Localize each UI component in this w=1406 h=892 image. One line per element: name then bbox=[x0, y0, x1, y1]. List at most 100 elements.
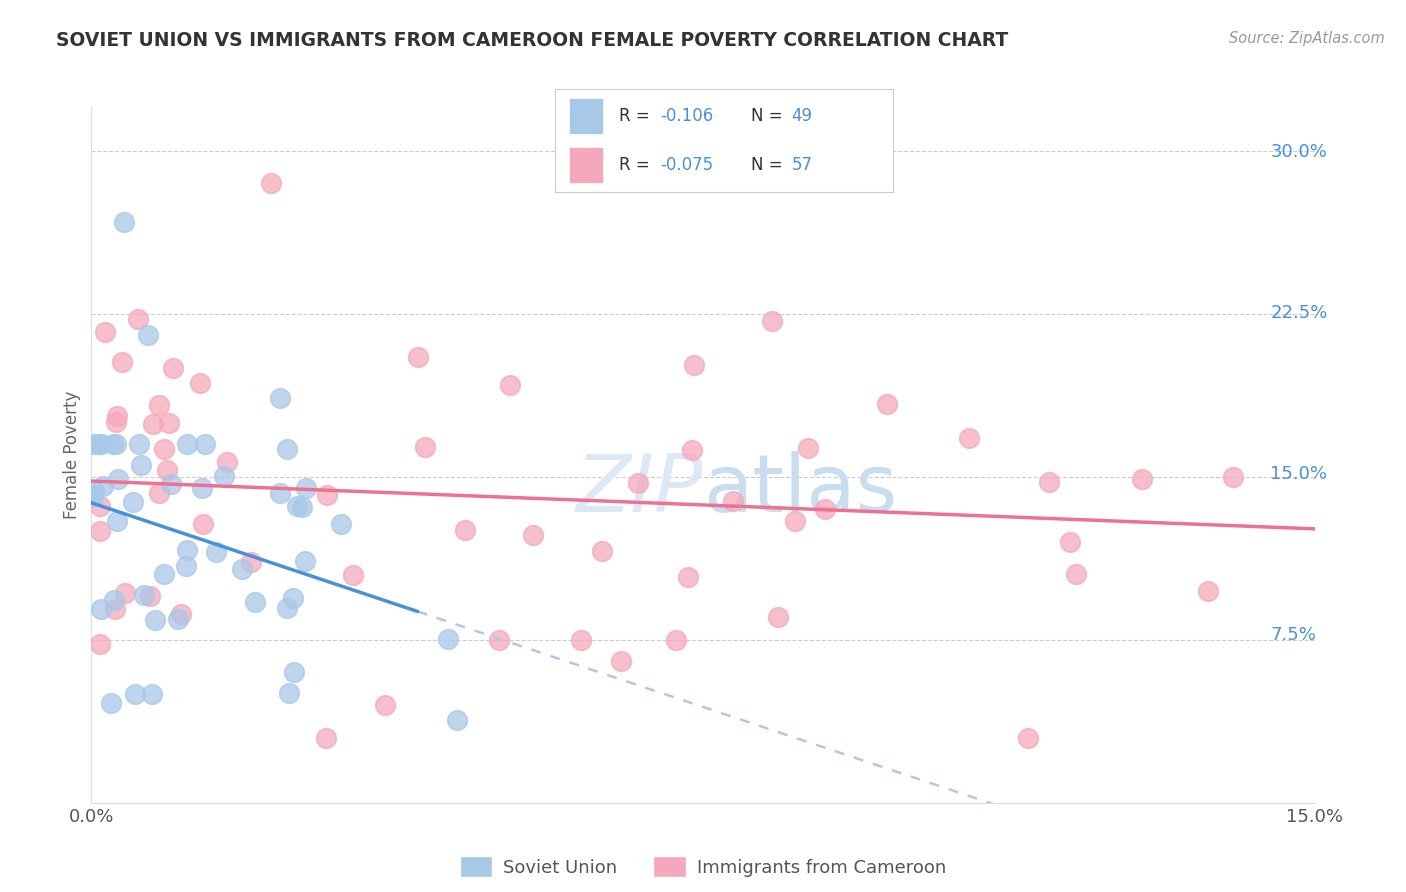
Point bbox=[221, 606, 243, 620]
Point bbox=[166, 479, 188, 493]
Point bbox=[461, 436, 484, 450]
Point bbox=[202, 680, 225, 694]
Point bbox=[207, 433, 229, 447]
Text: N =: N = bbox=[751, 107, 787, 126]
Point bbox=[194, 214, 217, 228]
Point bbox=[803, 436, 825, 450]
Point bbox=[873, 393, 896, 408]
Point bbox=[426, 690, 449, 705]
Point bbox=[387, 511, 409, 525]
Point bbox=[770, 310, 793, 325]
Point bbox=[166, 433, 188, 447]
Point bbox=[276, 539, 298, 553]
Point bbox=[339, 595, 361, 609]
Point bbox=[187, 508, 209, 523]
Point bbox=[173, 595, 195, 609]
Point bbox=[1018, 470, 1040, 484]
Point bbox=[374, 723, 396, 737]
Text: Source: ZipAtlas.com: Source: ZipAtlas.com bbox=[1229, 31, 1385, 46]
Point bbox=[172, 433, 194, 447]
Point bbox=[700, 438, 723, 452]
Point bbox=[696, 564, 718, 578]
Text: 49: 49 bbox=[792, 107, 813, 126]
Point bbox=[311, 589, 333, 603]
Point bbox=[1000, 723, 1022, 737]
Point bbox=[217, 583, 239, 598]
Text: R =: R = bbox=[620, 107, 655, 126]
Text: -0.106: -0.106 bbox=[659, 107, 713, 126]
Point bbox=[776, 603, 799, 617]
Point bbox=[166, 485, 188, 500]
Legend: Soviet Union, Immigrants from Cameroon: Soviet Union, Immigrants from Cameroon bbox=[470, 838, 972, 874]
Point bbox=[527, 626, 550, 640]
Point bbox=[229, 561, 252, 575]
Point bbox=[173, 433, 195, 447]
Point bbox=[600, 626, 623, 640]
Point bbox=[339, 438, 361, 452]
Point bbox=[946, 427, 969, 442]
Point bbox=[1181, 465, 1204, 479]
Point bbox=[238, 358, 260, 372]
Point bbox=[325, 175, 347, 189]
Y-axis label: Female Poverty: Female Poverty bbox=[63, 386, 82, 515]
Point bbox=[242, 606, 264, 620]
Point bbox=[249, 433, 271, 447]
Point bbox=[263, 512, 285, 526]
Point bbox=[332, 387, 354, 401]
Text: ZIP: ZIP bbox=[593, 446, 721, 524]
Text: atlas: atlas bbox=[721, 446, 915, 524]
Point bbox=[344, 658, 367, 673]
Point bbox=[172, 494, 194, 508]
Point bbox=[298, 556, 321, 570]
Point bbox=[229, 438, 252, 452]
Point bbox=[482, 625, 505, 640]
Point bbox=[285, 450, 308, 464]
Point bbox=[187, 405, 209, 419]
Text: N =: N = bbox=[751, 155, 787, 174]
Point bbox=[177, 322, 200, 336]
Point bbox=[186, 433, 208, 447]
Point bbox=[262, 373, 284, 387]
Point bbox=[456, 347, 478, 361]
Point bbox=[792, 508, 814, 523]
Point bbox=[1160, 578, 1182, 592]
Point bbox=[183, 689, 205, 703]
Point bbox=[188, 467, 211, 481]
Point bbox=[194, 580, 217, 594]
Point bbox=[537, 374, 560, 388]
Point bbox=[249, 537, 271, 551]
Point bbox=[558, 523, 581, 537]
Point bbox=[307, 549, 329, 564]
Point bbox=[225, 482, 247, 496]
Point bbox=[235, 472, 257, 486]
Point bbox=[249, 552, 271, 566]
Point bbox=[498, 517, 520, 532]
Point bbox=[186, 411, 209, 425]
Point bbox=[340, 678, 363, 692]
Point bbox=[347, 493, 370, 508]
Text: SOVIET UNION VS IMMIGRANTS FROM CAMEROON FEMALE POVERTY CORRELATION CHART: SOVIET UNION VS IMMIGRANTS FROM CAMEROON… bbox=[56, 31, 1008, 50]
Point bbox=[374, 483, 396, 497]
Point bbox=[184, 586, 207, 600]
Point bbox=[619, 539, 641, 553]
Point bbox=[343, 584, 366, 599]
Point bbox=[1101, 467, 1123, 481]
Point bbox=[211, 582, 233, 596]
Text: 57: 57 bbox=[792, 155, 813, 174]
Point bbox=[207, 310, 229, 324]
Point bbox=[1036, 529, 1059, 543]
Point bbox=[172, 519, 194, 533]
Point bbox=[263, 475, 285, 490]
Point bbox=[219, 413, 242, 427]
Point bbox=[1042, 561, 1064, 575]
Point bbox=[332, 481, 354, 495]
Point bbox=[685, 626, 707, 640]
Point bbox=[191, 352, 214, 367]
Point bbox=[225, 394, 247, 409]
Point bbox=[356, 476, 378, 491]
Point bbox=[209, 454, 232, 468]
Point bbox=[398, 562, 420, 576]
Point bbox=[166, 484, 188, 499]
Point bbox=[737, 489, 759, 503]
FancyBboxPatch shape bbox=[569, 98, 603, 135]
